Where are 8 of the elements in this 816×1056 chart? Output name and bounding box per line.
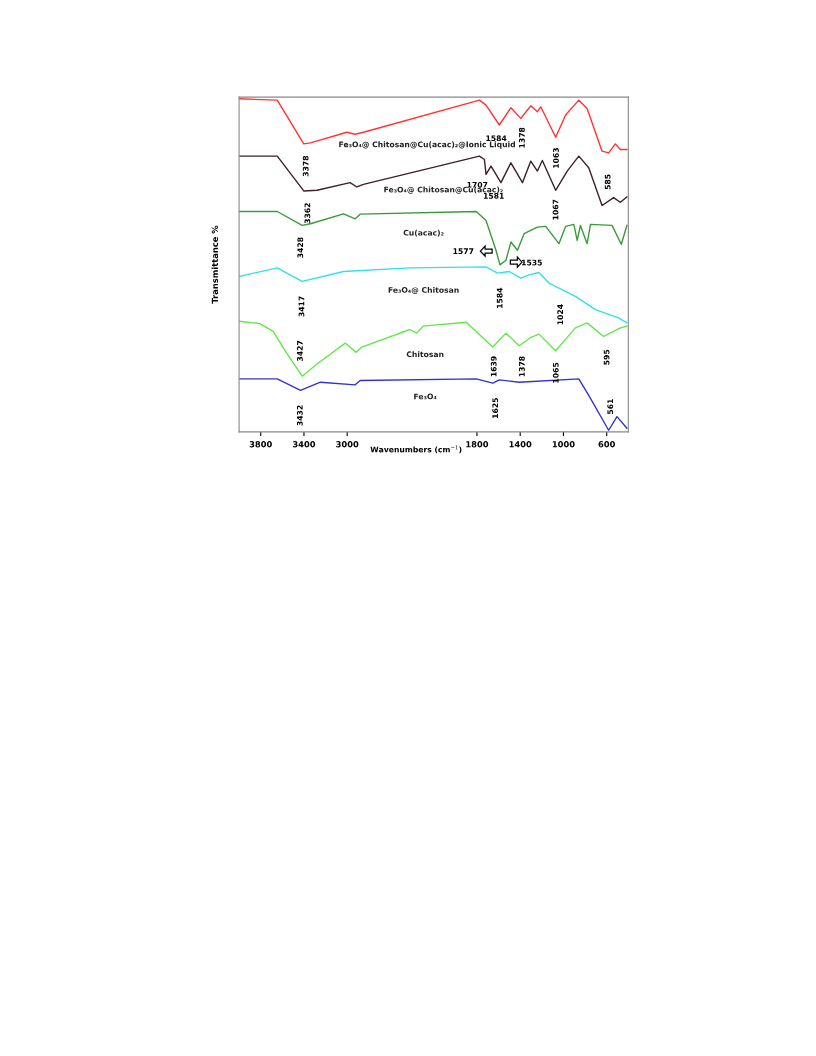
x-tick-label: 1800	[466, 441, 489, 448]
x-tick-label: 3400	[292, 441, 316, 448]
x-tick-label: 3000	[336, 441, 359, 448]
y-axis-title: Transmittance %	[211, 225, 219, 304]
x-tick-label: 1400	[509, 441, 532, 448]
x-tick-label: 1000	[552, 441, 575, 448]
x-tick-label: 600	[598, 441, 615, 448]
x-tick-label: 3800	[249, 441, 272, 448]
